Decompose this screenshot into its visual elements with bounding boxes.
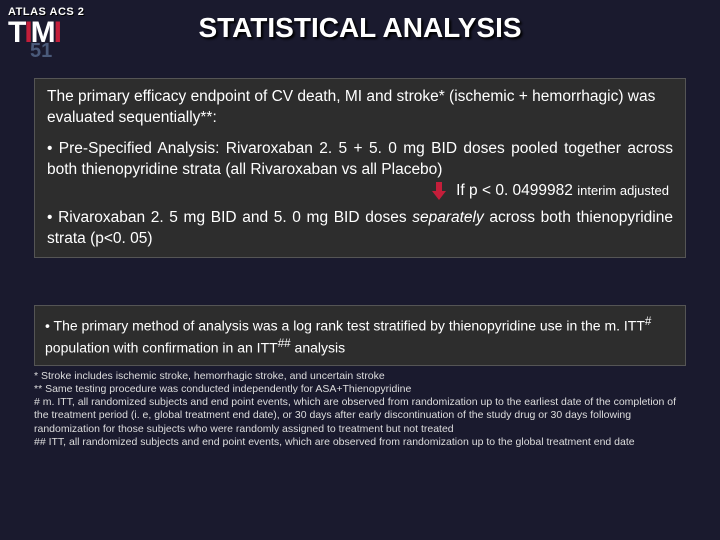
condition-text: If p < 0. 0499982 xyxy=(456,182,577,199)
arrow-down-icon xyxy=(432,182,446,200)
footnote-itt: ## ITT, all randomized subjects and end … xyxy=(34,436,686,449)
intro-text: The primary efficacy endpoint of CV deat… xyxy=(47,87,673,129)
method-box: • The primary method of analysis was a l… xyxy=(34,305,686,366)
condition-line: If p < 0. 0499982 interim adjusted xyxy=(47,181,673,202)
footnote-stroke: * Stroke includes ischemic stroke, hemor… xyxy=(34,370,686,383)
bullet-pooled-analysis: • Pre-Specified Analysis: Rivaroxaban 2.… xyxy=(47,139,673,181)
condition-suffix: interim adjusted xyxy=(577,183,669,198)
footnotes: * Stroke includes ischemic stroke, hemor… xyxy=(34,370,686,449)
footnote-mitt: # m. ITT, all randomized subjects and en… xyxy=(34,396,686,435)
slide-title: STATISTICAL ANALYSIS xyxy=(0,12,720,44)
method-text: • The primary method of analysis was a l… xyxy=(45,314,675,357)
bullet-separate-analysis: • Rivaroxaban 2. 5 mg BID and 5. 0 mg BI… xyxy=(47,208,673,250)
main-content-box: The primary efficacy endpoint of CV deat… xyxy=(34,78,686,258)
footnote-testing: ** Same testing procedure was conducted … xyxy=(34,383,686,396)
